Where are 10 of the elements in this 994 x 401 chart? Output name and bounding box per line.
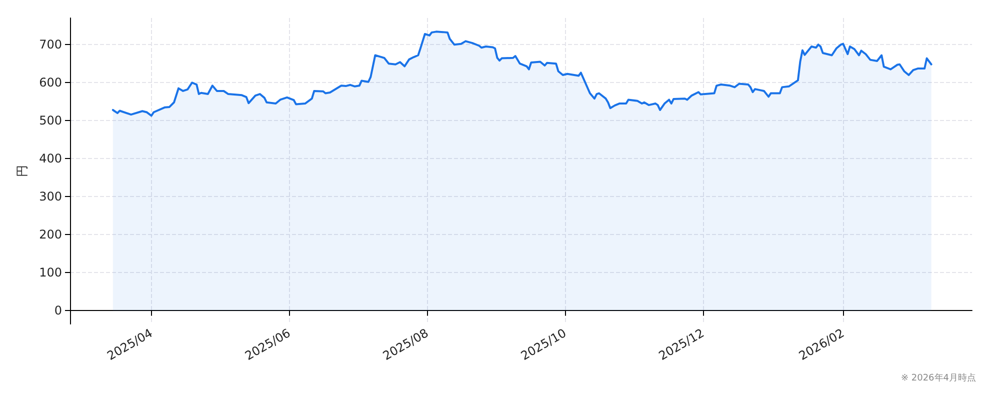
y-axis-title: 円 bbox=[15, 165, 29, 177]
y-tick-label: 500 bbox=[39, 114, 62, 128]
y-tick-label: 600 bbox=[39, 76, 62, 90]
y-tick-label: 0 bbox=[54, 304, 62, 318]
y-tick-label: 100 bbox=[39, 266, 62, 280]
y-tick-label: 400 bbox=[39, 152, 62, 166]
y-tick-label: 300 bbox=[39, 190, 62, 204]
text: ※ 2026年4月時点 bbox=[900, 372, 976, 384]
y-tick-label: 700 bbox=[39, 38, 62, 52]
y-tick-label: 200 bbox=[39, 228, 62, 242]
